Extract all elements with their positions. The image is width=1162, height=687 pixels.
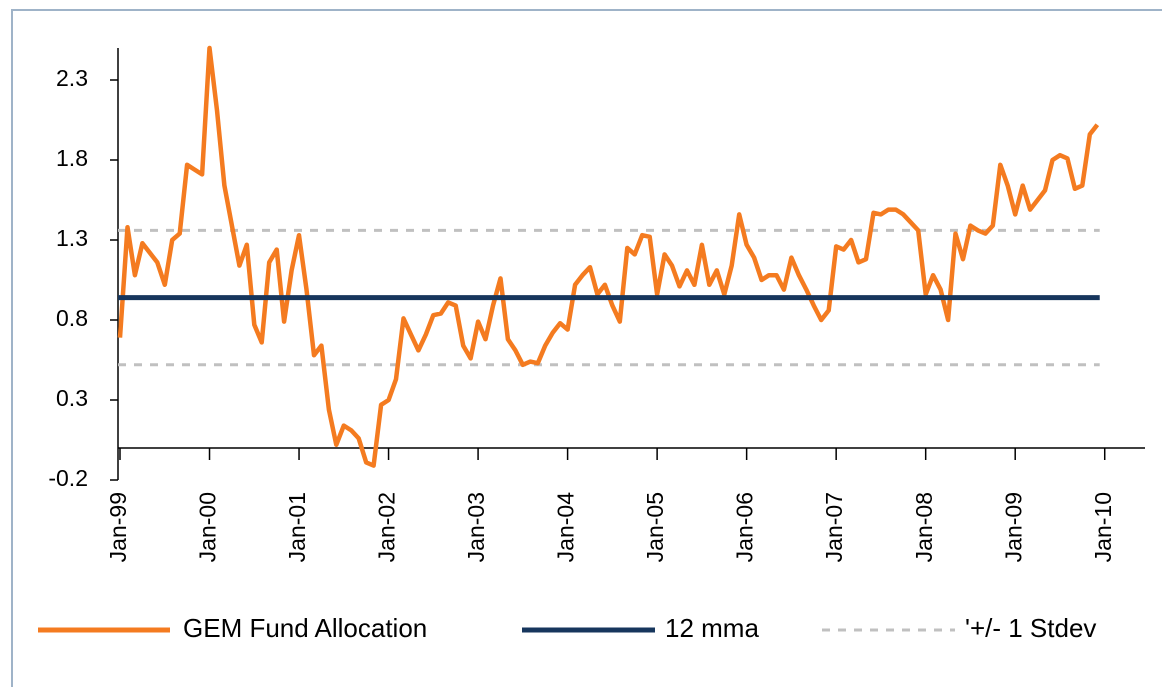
legend-label: GEM Fund Allocation [183, 613, 427, 643]
legend-label: '+/- 1 Stdev [965, 613, 1096, 643]
x-tick-label: Jan-07 [821, 492, 847, 562]
x-tick-label: Jan-99 [105, 492, 131, 562]
x-tick-label: Jan-02 [374, 492, 400, 562]
x-tick-label: Jan-05 [642, 492, 668, 562]
x-tick-label: Jan-03 [463, 492, 489, 562]
data-line [117, 45, 1100, 468]
y-tick-label: 2.3 [56, 65, 88, 91]
x-tick-label: Jan-08 [911, 492, 937, 562]
y-tick-label: 1.3 [56, 225, 88, 251]
y-tick-label: 1.8 [56, 145, 88, 171]
x-tick-label: Jan-00 [195, 492, 221, 562]
x-tick-label: Jan-04 [553, 492, 579, 563]
frame [11, 9, 1162, 687]
x-tick-label: Jan-09 [1000, 492, 1026, 562]
y-tick-label: 0.3 [56, 385, 88, 411]
y-tick-label: 0.8 [56, 305, 88, 331]
x-tick-label: Jan-01 [284, 492, 310, 562]
x-tick-label: Jan-10 [1090, 492, 1116, 562]
x-tick-label: Jan-06 [732, 492, 758, 562]
y-tick-label: -0.2 [48, 465, 88, 491]
legend-label: 12 mma [665, 613, 759, 643]
